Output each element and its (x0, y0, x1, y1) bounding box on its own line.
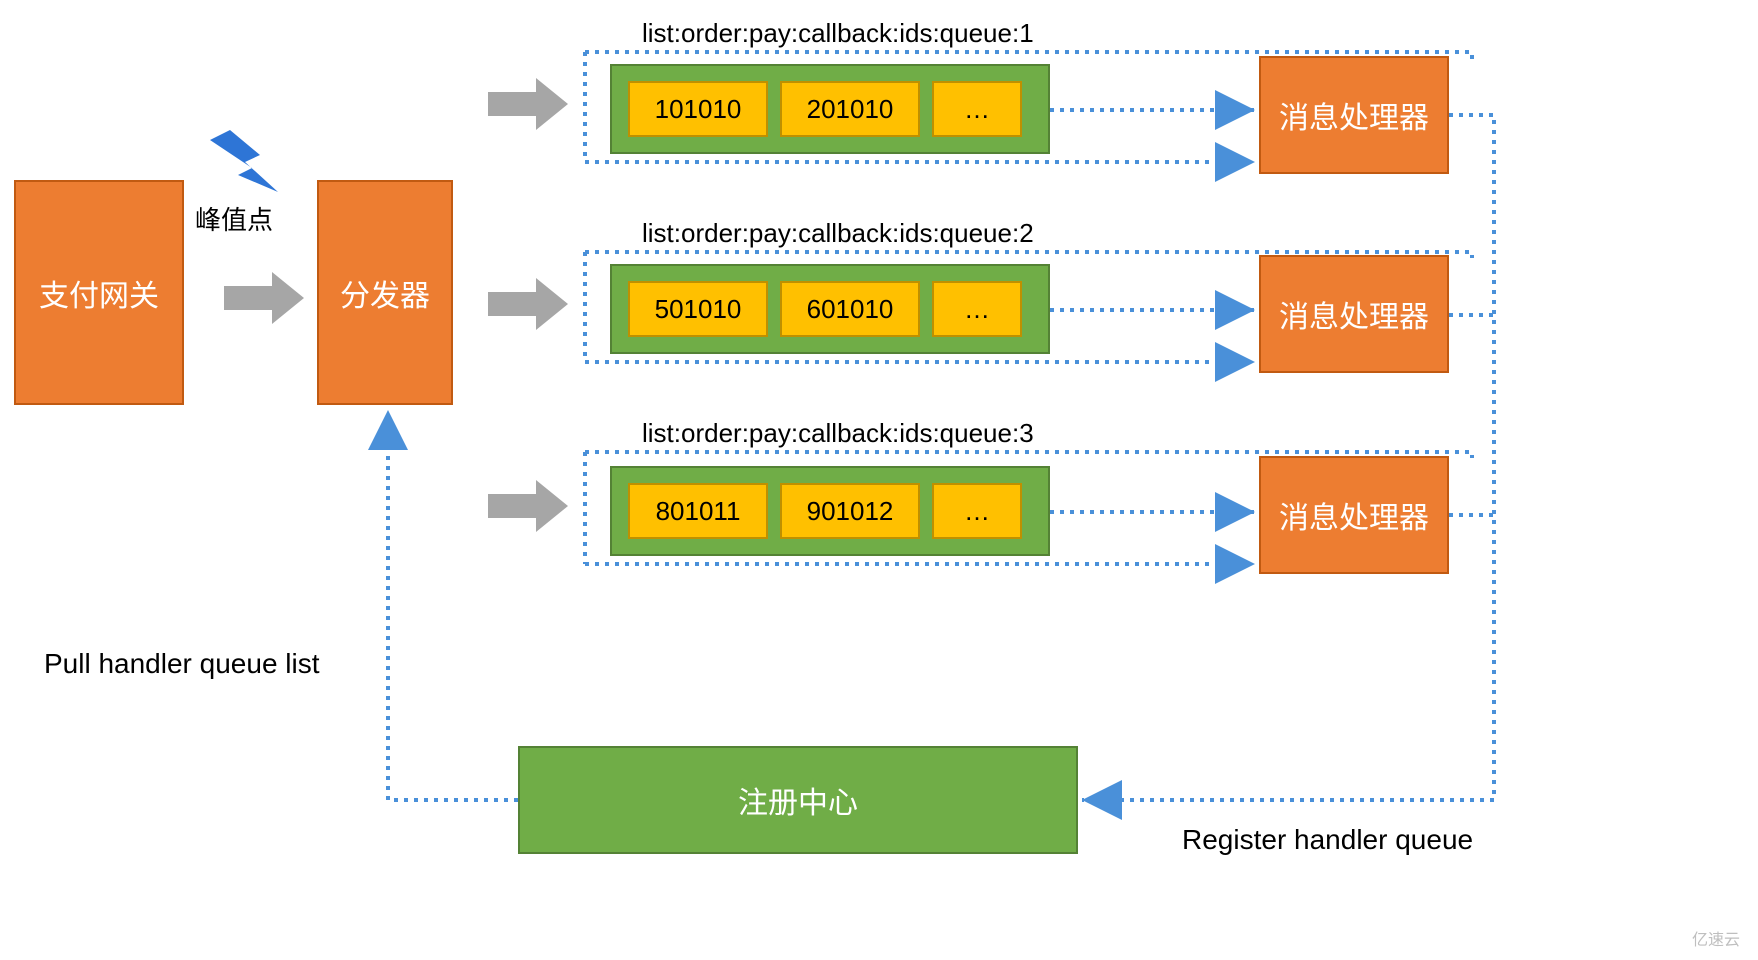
queue-2-item-1: 601010 (780, 281, 920, 337)
queue-2: 501010 601010 … (610, 264, 1050, 354)
queue-2-item-2: … (932, 281, 1022, 337)
node-gateway-label: 支付网关 (39, 271, 159, 315)
node-handler-1-label: 消息处理器 (1279, 93, 1429, 137)
queue-1-item-1: 201010 (780, 81, 920, 137)
node-handler-2-label: 消息处理器 (1279, 292, 1429, 336)
node-dispatcher: 分发器 (317, 180, 453, 405)
arrow-to-queue-2 (488, 278, 568, 330)
caption-peak: 峰值点 (195, 200, 273, 237)
queue-3-title: list:order:pay:callback:ids:queue:3 (642, 418, 1034, 449)
node-gateway: 支付网关 (14, 180, 184, 405)
queue-3-item-1: 901012 (780, 483, 920, 539)
node-handler-3-label: 消息处理器 (1279, 493, 1429, 537)
queue-2-item-0: 501010 (628, 281, 768, 337)
queue-1-item-0: 101010 (628, 81, 768, 137)
arrow-to-queue-1 (488, 78, 568, 130)
queue-3-item-0: 801011 (628, 483, 768, 539)
node-registry-label: 注册中心 (738, 778, 858, 822)
node-handler-3: 消息处理器 (1259, 456, 1449, 574)
queue-1: 101010 201010 … (610, 64, 1050, 154)
queue-1-title: list:order:pay:callback:ids:queue:1 (642, 18, 1034, 49)
arrow-to-queue-3 (488, 480, 568, 532)
node-registry: 注册中心 (518, 746, 1078, 854)
queue-3: 801011 901012 … (610, 466, 1050, 556)
node-handler-2: 消息处理器 (1259, 255, 1449, 373)
node-handler-1: 消息处理器 (1259, 56, 1449, 174)
queue-2-title: list:order:pay:callback:ids:queue:2 (642, 218, 1034, 249)
queue-3-item-2: … (932, 483, 1022, 539)
queue-1-item-2: … (932, 81, 1022, 137)
watermark: 亿速云 (1692, 926, 1740, 950)
lightning-icon (210, 130, 278, 192)
arrow-gateway-to-dispatcher (224, 272, 304, 324)
diagram-canvas: 支付网关 分发器 消息处理器 消息处理器 消息处理器 注册中心 list:ord… (0, 0, 1758, 960)
caption-pull: Pull handler queue list (44, 648, 320, 680)
node-dispatcher-label: 分发器 (340, 271, 430, 315)
caption-register: Register handler queue (1182, 824, 1473, 856)
